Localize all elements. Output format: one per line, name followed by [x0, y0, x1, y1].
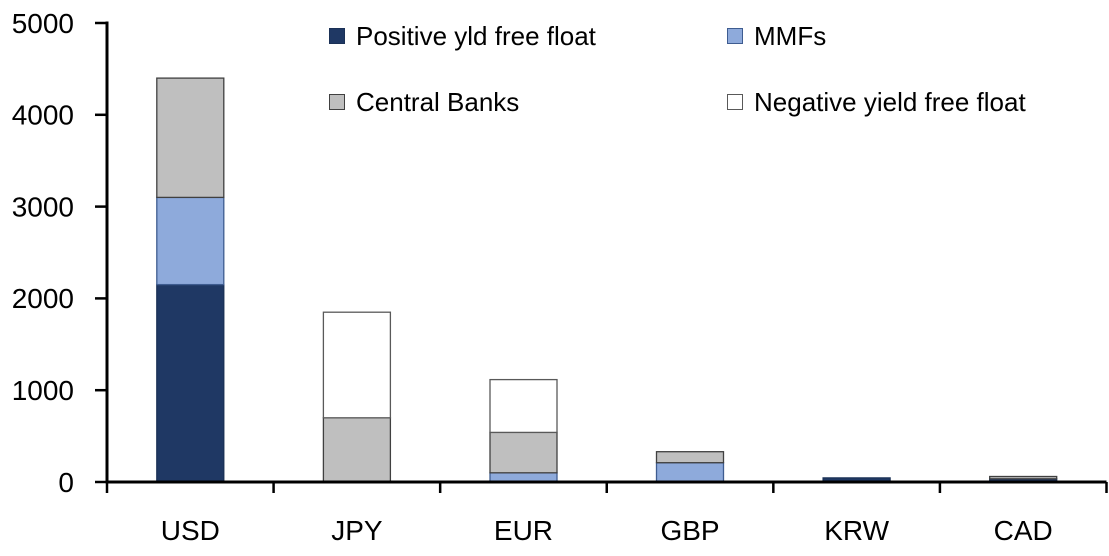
legend-swatch-central-banks	[329, 94, 345, 110]
legend-label-positive-yld-free-float: Positive yld free float	[356, 20, 596, 51]
legend-item-positive-yld-free-float: Positive yld free float	[329, 20, 596, 52]
legend-label-central-banks: Central Banks	[356, 86, 520, 117]
y-tick-label-5000: 5000	[12, 8, 74, 39]
x-label-usd: USD	[161, 515, 220, 546]
bar-segment-eur-central-banks	[489, 431, 558, 474]
legend-item-mmfs: MMFs	[727, 20, 826, 52]
bar-segment-usd-central-banks	[156, 77, 225, 199]
y-tick-label-4000: 4000	[12, 100, 74, 131]
y-tick-label-3000: 3000	[12, 191, 74, 222]
legend-item-negative-yield-free-float: Negative yield free float	[727, 86, 1026, 118]
legend-swatch-positive-yld-free-float	[329, 28, 345, 44]
y-tick-label-2000: 2000	[12, 283, 74, 314]
x-label-eur: EUR	[494, 515, 553, 546]
y-tick-label-0: 0	[58, 467, 74, 498]
legend-item-central-banks: Central Banks	[329, 86, 519, 118]
bar-segment-gbp-central-banks	[655, 451, 725, 464]
x-label-krw: KRW	[824, 515, 889, 546]
legend-label-mmfs: MMFs	[754, 20, 827, 51]
legend-swatch-negative-yield-free-float	[727, 94, 743, 110]
legend-label-negative-yield-free-float: Negative yield free float	[754, 86, 1026, 117]
bar-segment-usd-mmfs	[156, 196, 225, 286]
bar-segment-jpy-negative-yield-free-float	[322, 311, 392, 419]
bar-segment-usd-positive-yld-free-float	[156, 283, 225, 483]
bar-segment-cad-central-banks	[989, 475, 1058, 480]
x-label-jpy: JPY	[331, 515, 383, 546]
legend-swatch-mmfs	[727, 28, 743, 44]
x-label-gbp: GBP	[660, 515, 719, 546]
bar-segment-eur-negative-yield-free-float	[489, 378, 558, 434]
x-label-cad: CAD	[994, 515, 1053, 546]
bar-segment-jpy-central-banks	[322, 417, 392, 483]
bar-segment-gbp-mmfs	[655, 462, 725, 483]
y-tick-label-1000: 1000	[12, 375, 74, 406]
